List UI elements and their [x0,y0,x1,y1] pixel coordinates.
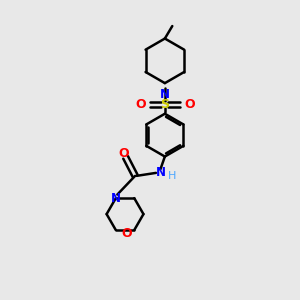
Text: H: H [167,171,176,181]
Text: O: O [122,226,132,239]
Text: O: O [184,98,194,111]
Text: O: O [118,147,129,161]
Text: N: N [155,167,165,179]
Text: S: S [160,98,169,111]
Text: N: N [111,192,121,205]
Text: O: O [135,98,146,111]
Text: N: N [160,88,170,101]
